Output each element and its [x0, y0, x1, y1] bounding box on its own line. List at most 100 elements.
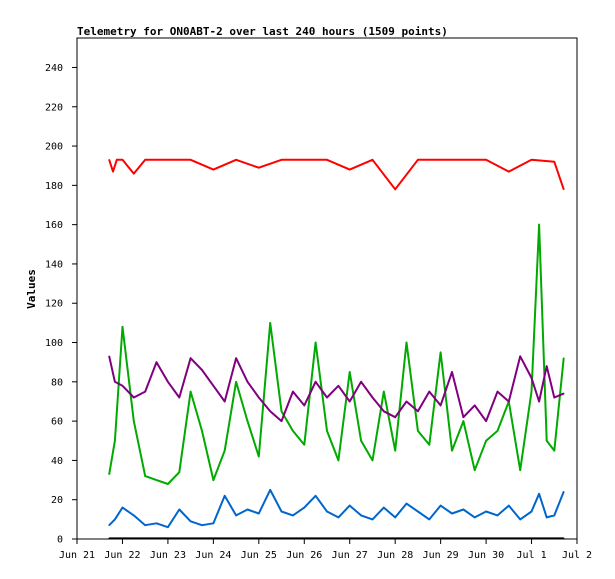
series-2-point	[292, 390, 294, 393]
series-3-point	[144, 524, 146, 526]
series-0-point	[417, 159, 419, 161]
series-3-point	[553, 514, 556, 517]
series-3-point	[108, 524, 110, 526]
x-tick-label: Jun 25	[241, 550, 277, 561]
series-2-point	[223, 400, 226, 403]
series-2-point	[519, 355, 521, 358]
series-2-point	[114, 381, 116, 383]
series-3-point	[485, 510, 487, 513]
series-1-point	[246, 420, 249, 422]
series-1-point	[553, 449, 556, 452]
series-0-point	[530, 159, 533, 161]
series-1-point	[212, 479, 215, 481]
series-3-point	[473, 516, 476, 519]
y-axis-label: Values	[25, 269, 38, 309]
y-tick-label: 60	[51, 417, 63, 428]
series-2-point	[201, 369, 203, 371]
y-tick-label: 180	[45, 181, 63, 192]
y-tick-label: 40	[51, 456, 63, 467]
series-3-point	[178, 508, 181, 511]
series-1-point	[485, 440, 487, 442]
series-3-point	[428, 518, 431, 521]
series-0-point	[258, 166, 260, 169]
series-3-point	[269, 489, 272, 491]
series-0-point	[112, 170, 114, 173]
series-1-point	[292, 430, 294, 432]
series-3-point	[189, 520, 192, 523]
series-3-point	[383, 506, 385, 509]
series-1-point	[371, 459, 374, 462]
x-tick-label: Jun 26	[286, 550, 322, 561]
series-3-point	[337, 516, 340, 519]
series-2-point	[545, 365, 548, 367]
y-tick-label: 160	[45, 220, 63, 231]
x-tick-label: Jun 28	[377, 550, 413, 561]
series-2-point	[348, 400, 351, 403]
series-3-point	[201, 524, 203, 526]
series-1-point	[337, 459, 340, 462]
series-0-point	[485, 159, 487, 161]
series-0-point	[348, 168, 351, 171]
series-1-point	[530, 390, 533, 393]
x-tick-label: Jun 27	[332, 550, 368, 561]
series-0-point	[508, 170, 510, 173]
series-2-point	[269, 410, 272, 413]
series-3-point	[394, 516, 397, 519]
y-tick-label: 120	[45, 299, 63, 310]
x-tick-label: Jun 30	[468, 550, 504, 561]
series-1-point	[451, 449, 453, 452]
series-0-point	[439, 159, 442, 161]
series-3-point	[121, 506, 124, 509]
series-2-point	[280, 420, 283, 422]
x-tick-label: Jun 23	[150, 550, 186, 561]
series-group	[108, 158, 565, 540]
series-3-point	[258, 512, 260, 515]
series-1-point	[108, 473, 110, 476]
series-1-point	[538, 223, 540, 226]
series-1-point	[201, 430, 203, 432]
series-3-point	[280, 510, 283, 513]
series-0-point	[562, 188, 565, 191]
series-0-point	[235, 159, 237, 161]
series-2-point	[508, 400, 510, 403]
series-3-point	[439, 504, 442, 507]
series-2-point	[178, 396, 181, 399]
y-axis: 0 20 40 60 80 100 120 140 160 180 200 220 240	[45, 63, 77, 546]
series-3-point	[155, 522, 158, 525]
series-1-point	[496, 430, 499, 432]
series-3-point	[562, 491, 565, 493]
series-3-point	[508, 504, 510, 507]
series-0-point	[212, 168, 215, 171]
series-2-point	[303, 404, 306, 407]
series-0-point	[394, 188, 397, 191]
series-line-2	[108, 355, 565, 423]
series-line-1	[108, 223, 565, 485]
series-1-point	[348, 371, 351, 373]
series-0-point	[155, 159, 158, 161]
series-2-point	[326, 396, 328, 399]
series-1-point	[280, 410, 283, 413]
series-2-point	[235, 357, 237, 360]
series-1-point	[326, 430, 328, 432]
series-2-point	[246, 381, 249, 383]
series-1-point	[223, 449, 226, 452]
y-tick-label: 80	[51, 377, 63, 388]
series-0-point	[108, 159, 110, 161]
chart-title: Telemetry for ON0ABT-2 over last 240 hou…	[77, 25, 448, 38]
series-3-point	[519, 518, 521, 521]
series-3-point	[360, 514, 362, 517]
series-3-point	[292, 514, 294, 517]
y-tick-label: 200	[45, 142, 63, 153]
series-3-point	[246, 508, 249, 511]
series-1-point	[144, 475, 146, 477]
series-line-0	[108, 158, 565, 191]
x-tick-label: Jun 22	[104, 550, 140, 561]
series-2-point	[133, 396, 135, 399]
series-2-point	[314, 381, 317, 383]
series-1-point	[519, 469, 521, 472]
series-1-point	[167, 483, 169, 485]
series-0-point	[462, 159, 465, 161]
series-2-point	[485, 420, 487, 422]
series-0-point	[280, 159, 283, 161]
plot-frame	[76, 37, 578, 540]
